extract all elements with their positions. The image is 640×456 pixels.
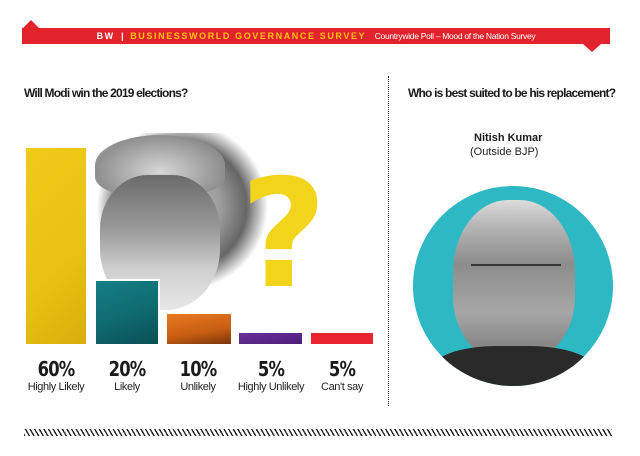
label-cant-say: 5% Can't say [305, 358, 379, 394]
candidate-portrait [413, 186, 613, 386]
ribbon-tab-left [22, 20, 40, 29]
bar-highly-likely [24, 146, 88, 346]
header-ribbon: BW | BUSINESSWORLD GOVERNANCE SURVEY Cou… [22, 28, 610, 44]
value-label: 10% [179, 357, 218, 381]
bar-cant-say [309, 331, 375, 346]
value-label: 60% [37, 357, 76, 381]
value-label: 5% [328, 357, 356, 381]
bar-likely [94, 279, 160, 346]
portrait-body [431, 346, 595, 386]
value-label: 20% [108, 357, 147, 381]
category-label: Unlikely [180, 381, 216, 393]
portrait-head [453, 200, 575, 360]
survey-subtitle: Countrywide Poll – Mood of the Nation Su… [374, 31, 536, 41]
label-highly-likely: 60% Highly Likely [19, 358, 93, 394]
candidate-party: (Outside BJP) [470, 146, 539, 158]
right-question: Who is best suited to be his replacement… [408, 86, 616, 100]
candidate-name: Nitish Kumar [474, 132, 543, 144]
panel-divider [388, 76, 389, 406]
label-likely: 20% Likely [90, 358, 164, 394]
survey-title: BUSINESSWORLD GOVERNANCE SURVEY [130, 31, 367, 41]
bar-unlikely [165, 312, 233, 346]
category-label: Likely [114, 381, 140, 393]
left-question: Will Modi win the 2019 elections? [24, 86, 188, 100]
category-label: Highly Unlikely [237, 381, 305, 393]
question-mark-icon: ? [240, 148, 328, 322]
bar-highly-unlikely [237, 331, 304, 346]
header-text: BW | BUSINESSWORLD GOVERNANCE SURVEY Cou… [97, 28, 536, 44]
bottom-hatched-rule [24, 429, 612, 436]
brand-logo: BW [96, 31, 115, 41]
label-unlikely: 10% Unlikely [161, 358, 235, 394]
glasses-icon [471, 264, 561, 276]
label-highly-unlikely: 5% Highly Unlikely [234, 358, 308, 394]
value-label: 5% [257, 357, 285, 381]
category-label: Can't say [321, 381, 363, 393]
ribbon-tab-right [583, 44, 601, 52]
brand-separator: | [121, 31, 124, 41]
category-label: Highly Likely [27, 381, 85, 393]
